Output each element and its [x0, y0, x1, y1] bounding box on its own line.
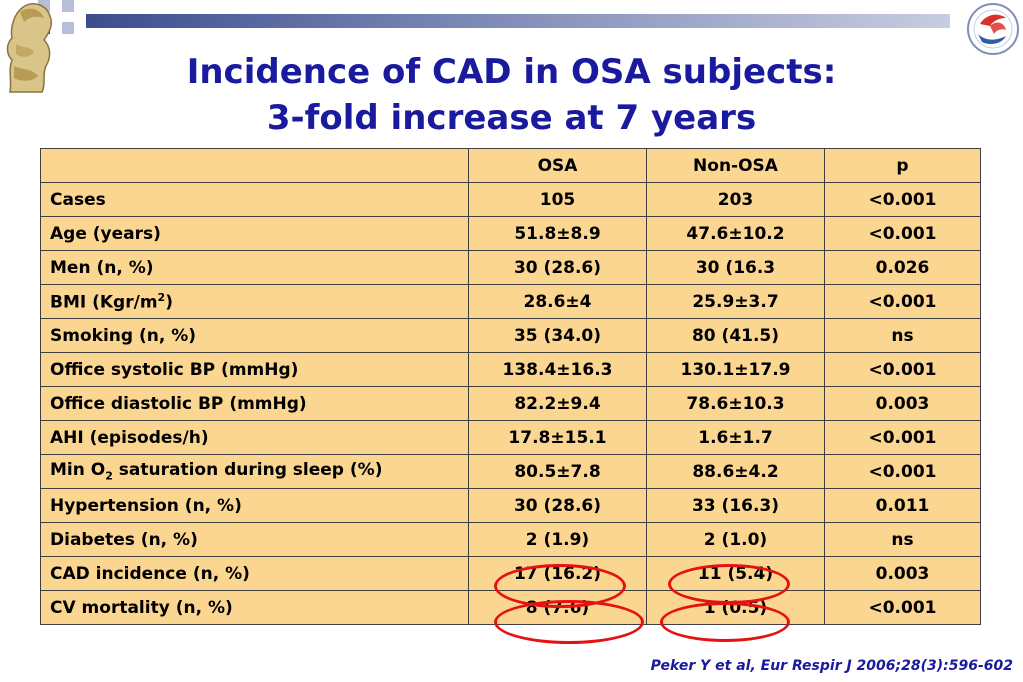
table-header-row: OSA Non-OSA p: [40, 148, 981, 183]
osa-value: 82.2±9.4: [468, 386, 647, 421]
p-value: <0.001: [824, 352, 981, 387]
row-label: Cases: [40, 182, 469, 217]
non-osa-value: 2 (1.0): [646, 522, 825, 557]
non-osa-value: 80 (41.5): [646, 318, 825, 353]
table-row: Min O2 saturation during sleep (%) 80.5±…: [40, 454, 981, 489]
non-osa-value: 25.9±3.7: [646, 284, 825, 319]
p-value: <0.001: [824, 284, 981, 319]
osa-value: 30 (28.6): [468, 250, 647, 285]
header-cell-osa: OSA: [468, 148, 647, 183]
non-osa-value: 1.6±1.7: [646, 420, 825, 455]
non-osa-value: 30 (16.3: [646, 250, 825, 285]
header-cell-p: p: [824, 148, 981, 183]
osa-value: 35 (34.0): [468, 318, 647, 353]
header-cell-non-osa: Non-OSA: [646, 148, 825, 183]
p-value: <0.001: [824, 454, 981, 489]
non-osa-value: 33 (16.3): [646, 488, 825, 523]
row-label-text: saturation during sleep (%): [112, 460, 383, 481]
decor-square: [62, 0, 74, 12]
osa-value: 17.8±15.1: [468, 420, 647, 455]
highlight-circle: [660, 602, 790, 642]
osa-value: 51.8±8.9: [468, 216, 647, 251]
row-label: CV mortality (n, %): [40, 590, 469, 625]
non-osa-value: 47.6±10.2: [646, 216, 825, 251]
table-row: Smoking (n, %) 35 (34.0) 80 (41.5) ns: [40, 318, 981, 353]
p-value: ns: [824, 318, 981, 353]
non-osa-value: 203: [646, 182, 825, 217]
p-value: ns: [824, 522, 981, 557]
osa-value: 138.4±16.3: [468, 352, 647, 387]
row-label: Age (years): [40, 216, 469, 251]
superscript: 2: [157, 290, 166, 304]
decor-square: [62, 22, 74, 34]
table-row: Cases 105 203 <0.001: [40, 182, 981, 217]
row-label: Smoking (n, %): [40, 318, 469, 353]
citation-reference: Peker Y et al, Eur Respir J 2006;28(3):5…: [650, 658, 1013, 674]
non-osa-value: 130.1±17.9: [646, 352, 825, 387]
non-osa-value: 78.6±10.3: [646, 386, 825, 421]
osa-value: 28.6±4: [468, 284, 647, 319]
row-label: Diabetes (n, %): [40, 522, 469, 557]
p-value: 0.026: [824, 250, 981, 285]
p-value: 0.003: [824, 556, 981, 591]
row-label: Office diastolic BP (mmHg): [40, 386, 469, 421]
row-label: Men (n, %): [40, 250, 469, 285]
header-cell-empty: [40, 148, 469, 183]
osa-value: 30 (28.6): [468, 488, 647, 523]
slide-title-line-1: Incidence of CAD in OSA subjects:: [186, 52, 837, 92]
row-label-text: ): [165, 292, 173, 313]
table-row: Hypertension (n, %) 30 (28.6) 33 (16.3) …: [40, 488, 981, 523]
row-label: Office systolic BP (mmHg): [40, 352, 469, 387]
highlight-circle: [668, 564, 790, 604]
p-value: <0.001: [824, 420, 981, 455]
athena-head-logo: [6, 3, 53, 93]
row-label: Min O2 saturation during sleep (%): [40, 454, 469, 489]
row-label: Hypertension (n, %): [40, 488, 469, 523]
row-label-text: BMI (Kgr/m: [50, 292, 158, 313]
row-label: CAD incidence (n, %): [40, 556, 469, 591]
row-label-text: Min O: [50, 460, 106, 481]
header-bar: [86, 14, 950, 28]
non-osa-value: 88.6±4.2: [646, 454, 825, 489]
table-row: Diabetes (n, %) 2 (1.9) 2 (1.0) ns: [40, 522, 981, 557]
table-row: Office systolic BP (mmHg) 138.4±16.3 130…: [40, 352, 981, 387]
data-table: OSA Non-OSA p Cases 105 203 <0.001 Age (…: [40, 148, 981, 625]
table-row: Office diastolic BP (mmHg) 82.2±9.4 78.6…: [40, 386, 981, 421]
subscript: 2: [105, 469, 113, 483]
table-row: Men (n, %) 30 (28.6) 30 (16.3 0.026: [40, 250, 981, 285]
row-label: BMI (Kgr/m2): [40, 284, 469, 319]
p-value: <0.001: [824, 590, 981, 625]
table-row: Age (years) 51.8±8.9 47.6±10.2 <0.001: [40, 216, 981, 251]
slide-title-line-2: 3-fold increase at 7 years: [266, 98, 757, 138]
p-value: 0.011: [824, 488, 981, 523]
row-label: AHI (episodes/h): [40, 420, 469, 455]
table-row: BMI (Kgr/m2) 28.6±4 25.9±3.7 <0.001: [40, 284, 981, 319]
osa-value: 80.5±7.8: [468, 454, 647, 489]
p-value: 0.003: [824, 386, 981, 421]
table-row: AHI (episodes/h) 17.8±15.1 1.6±1.7 <0.00…: [40, 420, 981, 455]
society-emblem-logo: [967, 3, 1019, 55]
osa-value: 2 (1.9): [468, 522, 647, 557]
p-value: <0.001: [824, 216, 981, 251]
p-value: <0.001: [824, 182, 981, 217]
highlight-circle: [494, 600, 644, 644]
osa-value: 105: [468, 182, 647, 217]
